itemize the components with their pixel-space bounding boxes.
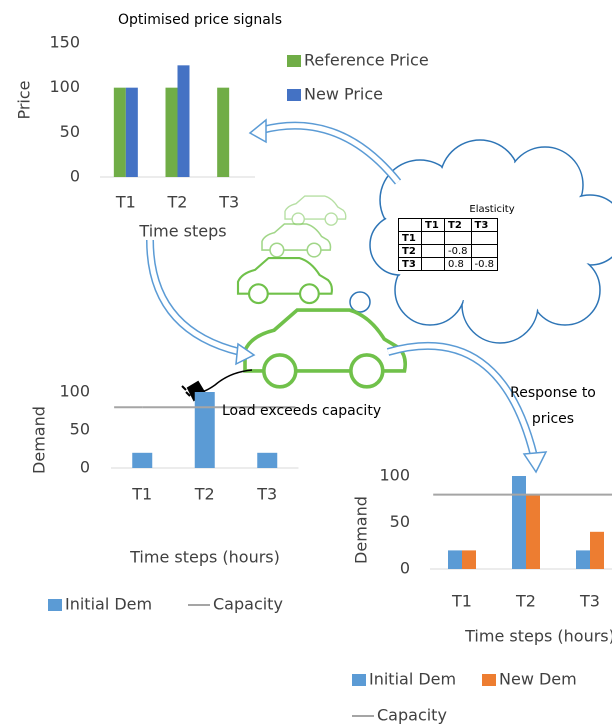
x-tick-label: T2 [167,193,188,212]
y-tick-label: 0 [70,167,80,186]
legend-swatch [287,89,301,101]
column-header: T3 [471,219,498,232]
bar [166,88,178,177]
y-tick-label: 50 [390,512,410,531]
y-tick-label: 50 [60,122,80,141]
x-tick-label: T1 [451,592,472,611]
table-cell [471,245,498,258]
y-axis-title: Price [15,80,34,119]
bar [132,453,152,468]
bar [526,495,540,569]
column-header: T2 [445,219,472,232]
y-tick-label: 0 [80,458,90,477]
y-tick-label: 100 [49,77,80,96]
bar [448,550,462,569]
table-cell: -0.8 [445,245,472,258]
bar [576,550,590,569]
legend-swatch [352,674,366,686]
legend-label: Reference Price [304,51,429,70]
annotation: Load exceeds capacity [222,403,381,419]
legend-label: Capacity [213,595,283,614]
legend-swatch [482,674,496,686]
x-tick-label: T2 [194,485,215,504]
y-tick-label: 100 [59,382,90,401]
legend-label: Initial Dem [369,670,456,689]
y-axis-title: Demand [30,406,49,474]
table-cell: -0.8 [471,258,498,271]
corner-cell [399,219,422,232]
table-cell [422,232,445,245]
bar [178,65,190,177]
legend-label: Capacity [377,706,447,725]
bar [462,550,476,569]
legend-label: Initial Dem [65,595,152,614]
annotation: Response to prices [498,380,608,432]
x-tick-label: T3 [579,592,600,611]
bar [512,476,526,569]
x-axis-title: Time steps (hours) [129,548,280,567]
table-cell [445,232,472,245]
y-tick-label: 0 [400,559,410,578]
table-row: T3 0.8-0.8 [399,258,498,271]
legend-swatch [48,599,62,611]
table-cell: 0.8 [445,258,472,271]
table-title: Elasticity [452,204,532,215]
column-header: T1 [422,219,445,232]
bar [590,532,604,569]
x-tick-label: T3 [256,485,277,504]
chart-title: Optimised price signals [118,12,282,28]
row-header: T3 [399,258,422,271]
table-row: T2 -0.8 [399,245,498,258]
table-cell [422,258,445,271]
row-header: T1 [399,232,422,245]
bar [195,392,215,468]
bar [257,453,277,468]
y-tick-label: 150 [49,33,80,52]
canvas: Optimised price signals Time steps Price 0 5… [0,0,612,727]
x-tick-label: T2 [515,592,536,611]
x-tick-label: T3 [218,193,239,212]
table-row: T1 [399,232,498,245]
x-tick-label: T1 [131,485,152,504]
y-axis-title: Demand [352,496,371,564]
bar [217,88,229,177]
x-axis-title: Time steps [138,222,226,241]
y-tick-label: 100 [379,466,410,485]
row-header: T2 [399,245,422,258]
y-tick-label: 50 [70,420,90,439]
bar [114,88,126,177]
table-cell [422,245,445,258]
bar [126,88,138,177]
legend-swatch [287,55,301,67]
legend-label: New Dem [499,670,577,689]
x-tick-label: T1 [115,193,136,212]
x-axis-title: Time steps (hours) [464,627,612,646]
table-cell [471,232,498,245]
figure: Optimised price signals Time steps Price 0 5… [0,0,612,727]
legend-label: New Price [304,85,383,104]
